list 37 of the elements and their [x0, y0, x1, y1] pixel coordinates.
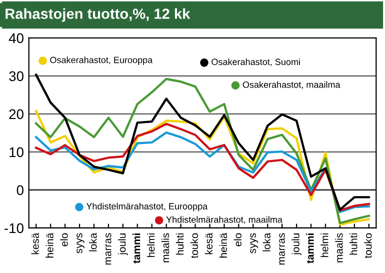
- x-tick-label: joulu: [292, 234, 302, 256]
- legend-label: Osakerahastot, maailma: [242, 81, 340, 89]
- legend-label: Yhdistelmärahastot, Eurooppa: [86, 202, 208, 212]
- x-tick-label: maalis: [161, 233, 170, 262]
- x-tick-label: maalis: [335, 233, 343, 262]
- x-tick-label: marras: [106, 233, 112, 265]
- legend-label: Osakerahastot, Suomi: [212, 58, 300, 66]
- y-tick-label: -10: [4, 223, 24, 234]
- x-tick-label: loka: [262, 232, 270, 252]
- legend-label: Osakerahastot, Eurooppa: [50, 56, 153, 65]
- x-tick-label: marras: [279, 233, 285, 265]
- x-tick-label: elo: [60, 233, 68, 246]
- y-tick-label: 0: [16, 185, 24, 196]
- x-tick-label: touko: [364, 233, 372, 258]
- x-tick-label: elo: [234, 233, 242, 246]
- x-tick-label: helmi: [147, 234, 155, 257]
- y-tick-label: 20: [9, 109, 24, 120]
- x-tick-label: syys: [250, 233, 258, 254]
- y-tick-label: 30: [9, 71, 24, 82]
- x-tick-label: tammi: [132, 234, 140, 264]
- x-tick-label: heinä: [219, 232, 228, 258]
- y-tick-label: 10: [10, 147, 24, 158]
- x-tick-label: helmi: [320, 234, 328, 257]
- legend-label: Yhdistelmärahastot, maailma: [166, 216, 282, 224]
- chart-title: Rahastojen tuotto,%, 12 kk: [6, 8, 190, 22]
- x-tick-label: heinä: [46, 232, 54, 258]
- x-tick-label: joulu: [118, 234, 128, 256]
- x-tick-label: touko: [190, 233, 198, 258]
- x-tick-label: loka: [89, 232, 97, 252]
- x-tick-label: syys: [76, 233, 84, 254]
- line-series: [35, 110, 370, 226]
- x-tick-label: huhti: [350, 234, 358, 255]
- x-tick-label: kesä: [204, 232, 213, 254]
- y-tick-label: 40: [8, 33, 24, 44]
- x-tick-label: kesä: [31, 232, 39, 254]
- x-tick-label: huhti: [176, 234, 184, 255]
- x-tick-label: tammi: [306, 234, 314, 264]
